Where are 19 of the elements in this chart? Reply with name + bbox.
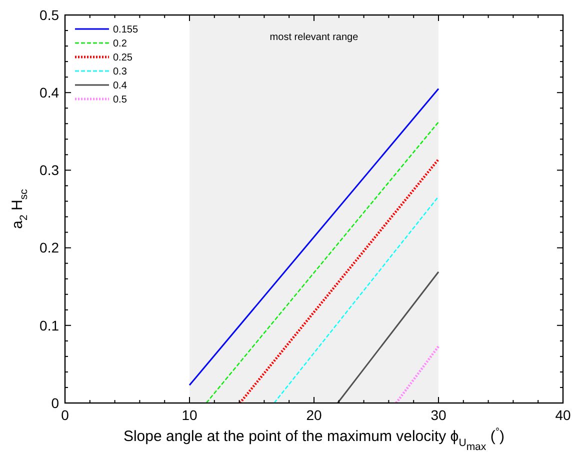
y-tick-label: 0 — [51, 394, 60, 411]
legend-label: 0.155 — [113, 24, 138, 36]
x-tick-label: 20 — [306, 407, 322, 423]
y-tick-label: 0.4 — [40, 84, 60, 100]
y-tick-label: 0.3 — [40, 162, 60, 178]
y-tick-label: 0.5 — [40, 6, 60, 23]
x-tick-label: 10 — [182, 407, 198, 423]
legend-label: 0.5 — [113, 94, 128, 106]
y-tick-label: 0.2 — [40, 240, 60, 256]
legend-label: 0.2 — [113, 38, 128, 50]
legend-label: 0.3 — [113, 66, 128, 78]
y-tick-label: 0.1 — [40, 317, 60, 334]
x-tick-label: 30 — [430, 407, 446, 423]
legend-label: 0.25 — [113, 52, 133, 64]
x-tick-label: 40 — [555, 407, 571, 423]
legend-label: 0.4 — [113, 80, 128, 92]
x-axis-title: Slope angle at the point of the maximum velocity ϕ$_{U}$$_{max}$ ($^{°}$) — [123, 426, 505, 453]
x-tick-label: 0 — [61, 407, 70, 423]
band-label: most relevant range — [270, 32, 359, 43]
